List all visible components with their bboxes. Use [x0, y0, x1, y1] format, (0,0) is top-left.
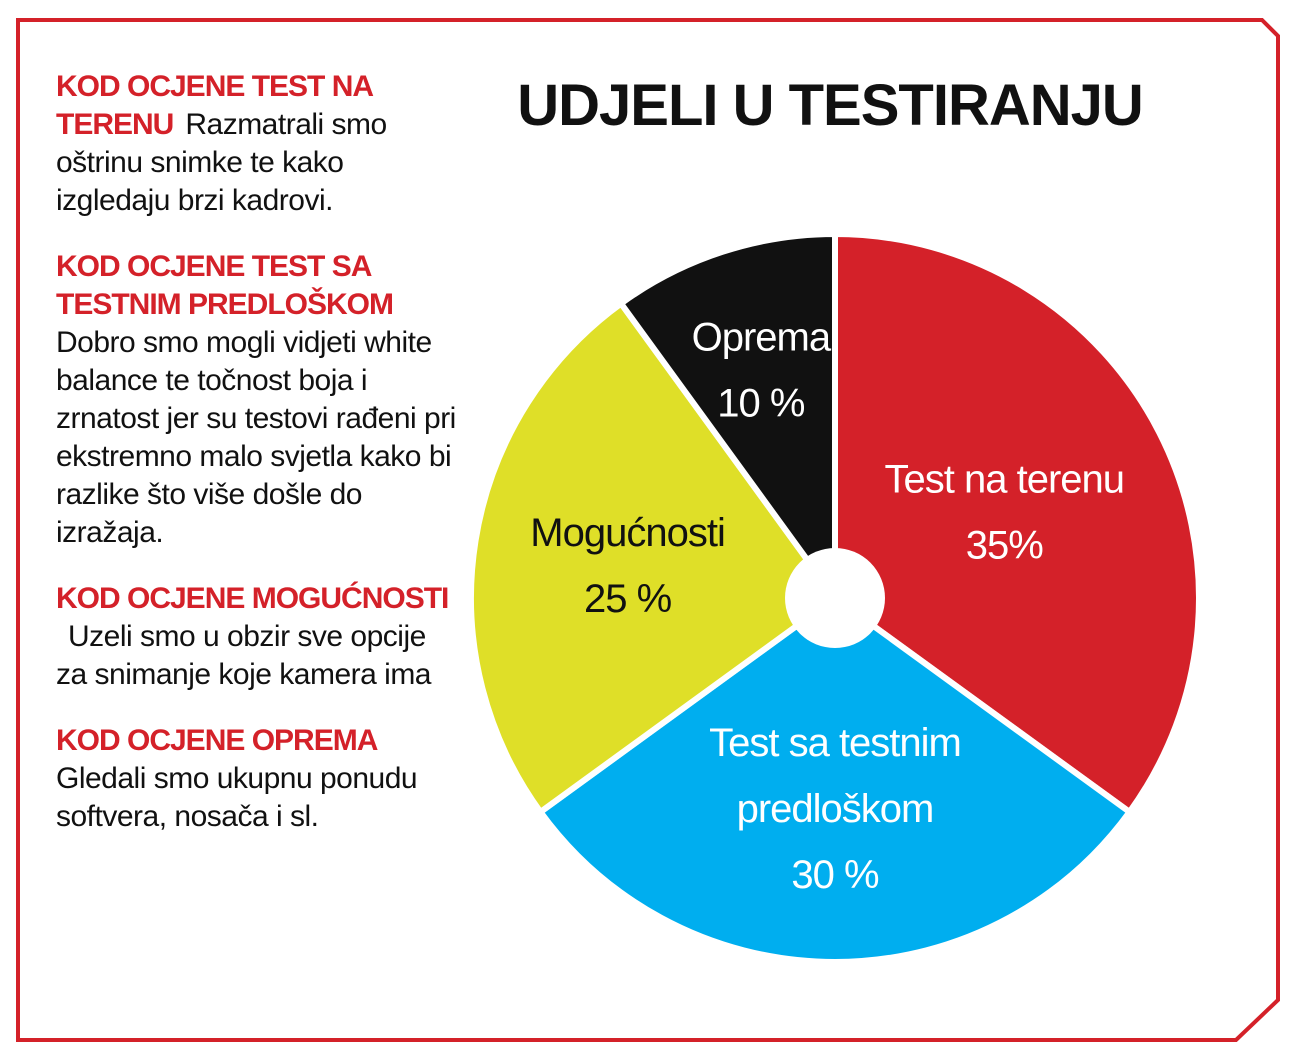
pie-slice-2 [468, 300, 838, 815]
explanation-block-equipment: KOD OCJENE OPREMA Gledali smo ukupnu ponu… [56, 722, 456, 836]
slice-label-line: Test sa testnim [709, 721, 961, 765]
slice-label-line: 30 % [791, 853, 879, 897]
donut-hole [785, 548, 885, 648]
pie-slice-0 [832, 231, 1202, 815]
slice-label-line: 35% [966, 524, 1043, 568]
explanation-heading: KOD OCJENE MOGUĆNOSTI [56, 582, 449, 615]
explanation-block-features: KOD OCJENE MOGUĆNOSTI Uzeli smo u obzir s… [56, 580, 456, 694]
explanation-body: Razmatrali smo oštrinu snimke te kako iz… [56, 108, 387, 217]
slice-label-1: Test sa testnim predloškom 30 % [709, 721, 961, 897]
slice-label-line: Test na terenu [885, 458, 1125, 502]
explanation-body: Gledali smo ukupnu ponudu softvera, nosa… [56, 762, 418, 833]
explanation-block-field-test: KOD OCJENE TEST NA TERENU Razmatrali smo … [56, 68, 456, 220]
explanation-column: KOD OCJENE TEST NA TERENU Razmatrali smo … [56, 68, 456, 864]
pie-chart: Test na terenu 35% Test sa testnim predlošk… [468, 231, 1202, 965]
explanation-block-test-chart: KOD OCJENE TEST SA TESTNIM PREDLOŠKOM Dob… [56, 248, 456, 552]
explanation-heading: KOD OCJENE OPREMA [56, 724, 378, 757]
explanation-heading: KOD OCJENE TEST NA TERENU [56, 70, 373, 141]
explanation-body: Dobro smo mogli vidjeti white balance te… [56, 326, 456, 549]
slice-label-line: predloškom [737, 787, 934, 831]
slice-label-line: Mogućnosti [530, 511, 725, 555]
slice-label-line: 25 % [584, 577, 672, 621]
chart-title: UDJELI U TESTIRANJU [517, 73, 1144, 138]
pie-slice-3 [618, 231, 838, 601]
explanation-heading: KOD OCJENE TEST SA TESTNIM PREDLOŠKOM [56, 250, 394, 321]
slice-label-0: Test na terenu 35% [885, 458, 1125, 568]
slice-label-line: Oprema [692, 316, 832, 360]
explanation-body: Uzeli smo u obzir sve opcije za snimanje… [56, 620, 432, 691]
slice-label-2: Mogućnosti 25 % [530, 511, 725, 621]
slice-label-3: Oprema 10 % [692, 316, 832, 426]
pie-slice-1 [537, 595, 1133, 965]
frame-outline [16, 18, 1280, 1042]
slice-label-line: 10 % [717, 382, 805, 426]
